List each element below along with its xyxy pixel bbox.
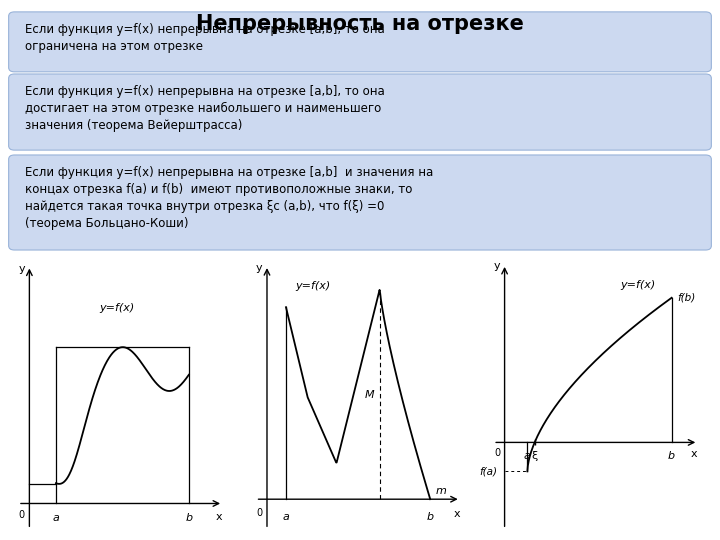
Text: y: y xyxy=(19,264,25,274)
FancyBboxPatch shape xyxy=(9,74,711,150)
Text: a: a xyxy=(524,451,531,461)
Text: b: b xyxy=(668,451,675,461)
Text: ξ: ξ xyxy=(531,451,538,461)
Text: Если функция y=f(x) непрерывна на отрезке [a,b]  и значения на
концах отрезка f(: Если функция y=f(x) непрерывна на отрезк… xyxy=(25,166,433,230)
Text: Непрерывность на отрезке: Непрерывность на отрезке xyxy=(196,14,524,33)
Text: y: y xyxy=(256,263,263,273)
Text: y=f(x): y=f(x) xyxy=(620,280,655,290)
Text: y=f(x): y=f(x) xyxy=(99,302,135,313)
Text: 0: 0 xyxy=(256,508,263,518)
Text: m: m xyxy=(436,486,447,496)
Text: x: x xyxy=(454,509,460,519)
Text: b: b xyxy=(427,512,433,522)
Text: M: M xyxy=(364,389,374,400)
Text: x: x xyxy=(691,449,698,459)
FancyBboxPatch shape xyxy=(9,155,711,250)
Text: Если функция y=f(x) непрерывна на отрезке [a,b], то она
ограничена на этом отрез: Если функция y=f(x) непрерывна на отрезк… xyxy=(25,23,385,53)
Text: 0: 0 xyxy=(494,448,500,458)
Text: 0: 0 xyxy=(19,510,25,519)
Text: f(b): f(b) xyxy=(678,293,696,303)
FancyBboxPatch shape xyxy=(9,12,711,72)
Text: x: x xyxy=(216,511,222,522)
Text: y=f(x): y=f(x) xyxy=(295,281,330,291)
Text: b: b xyxy=(185,514,192,523)
Text: a: a xyxy=(282,512,289,522)
Text: Если функция y=f(x) непрерывна на отрезке [a,b], то она
достигает на этом отрезк: Если функция y=f(x) непрерывна на отрезк… xyxy=(25,85,385,132)
Text: y: y xyxy=(494,261,500,271)
Text: a: a xyxy=(53,514,60,523)
Text: f(a): f(a) xyxy=(479,467,497,476)
